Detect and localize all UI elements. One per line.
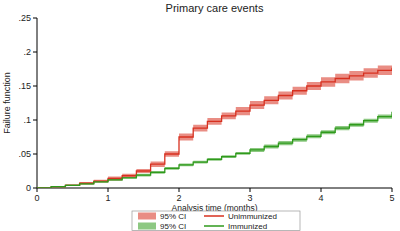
x-tick bbox=[250, 188, 251, 192]
y-tick bbox=[33, 52, 37, 53]
y-tick bbox=[33, 188, 37, 189]
x-tick-label: 3 bbox=[247, 193, 252, 203]
y-axis-title: Failure function bbox=[2, 72, 12, 134]
legend-ci-swatch bbox=[138, 223, 156, 230]
title: Primary care events bbox=[166, 2, 264, 14]
legend-box bbox=[132, 211, 300, 231]
y-tick-label: .2 bbox=[23, 47, 31, 57]
legend-ci-label: 95% CI bbox=[160, 212, 186, 221]
y-tick bbox=[33, 18, 37, 19]
y-axis bbox=[37, 18, 38, 188]
x-tick-label: 2 bbox=[176, 193, 181, 203]
legend-ci-swatch bbox=[138, 213, 156, 220]
chart: Primary care events0.05.1.15.2.25012345A… bbox=[0, 0, 400, 231]
legend-label: Unimmunized bbox=[228, 212, 277, 221]
y-tick bbox=[33, 154, 37, 155]
x-tick bbox=[108, 188, 109, 192]
x-tick bbox=[179, 188, 180, 192]
x-axis bbox=[37, 188, 392, 189]
x-tick bbox=[392, 188, 393, 192]
series-line bbox=[37, 68, 392, 188]
legend: 95% CI Unimmunized 95% CI Immunized bbox=[132, 211, 300, 231]
legend-ci-label: 95% CI bbox=[160, 222, 186, 231]
series-line bbox=[37, 112, 392, 188]
y-tick bbox=[33, 86, 37, 87]
x-tick bbox=[37, 188, 38, 192]
y-tick-label: .05 bbox=[18, 149, 31, 159]
y-tick-label: .25 bbox=[18, 13, 31, 23]
plot-data bbox=[37, 63, 392, 188]
ci-band bbox=[37, 63, 392, 188]
y-tick-label: .15 bbox=[18, 81, 31, 91]
x-tick-label: 1 bbox=[105, 193, 110, 203]
y-tick bbox=[33, 120, 37, 121]
legend-label: Immunized bbox=[228, 222, 267, 231]
x-tick-label: 0 bbox=[34, 193, 39, 203]
y-tick-label: 0 bbox=[26, 183, 31, 193]
x-tick-label: 5 bbox=[389, 193, 394, 203]
x-tick bbox=[321, 188, 322, 192]
x-tick-label: 4 bbox=[318, 193, 323, 203]
y-tick-label: .1 bbox=[23, 115, 31, 125]
legend-line-swatch bbox=[204, 215, 224, 217]
legend-line-swatch bbox=[204, 225, 224, 227]
